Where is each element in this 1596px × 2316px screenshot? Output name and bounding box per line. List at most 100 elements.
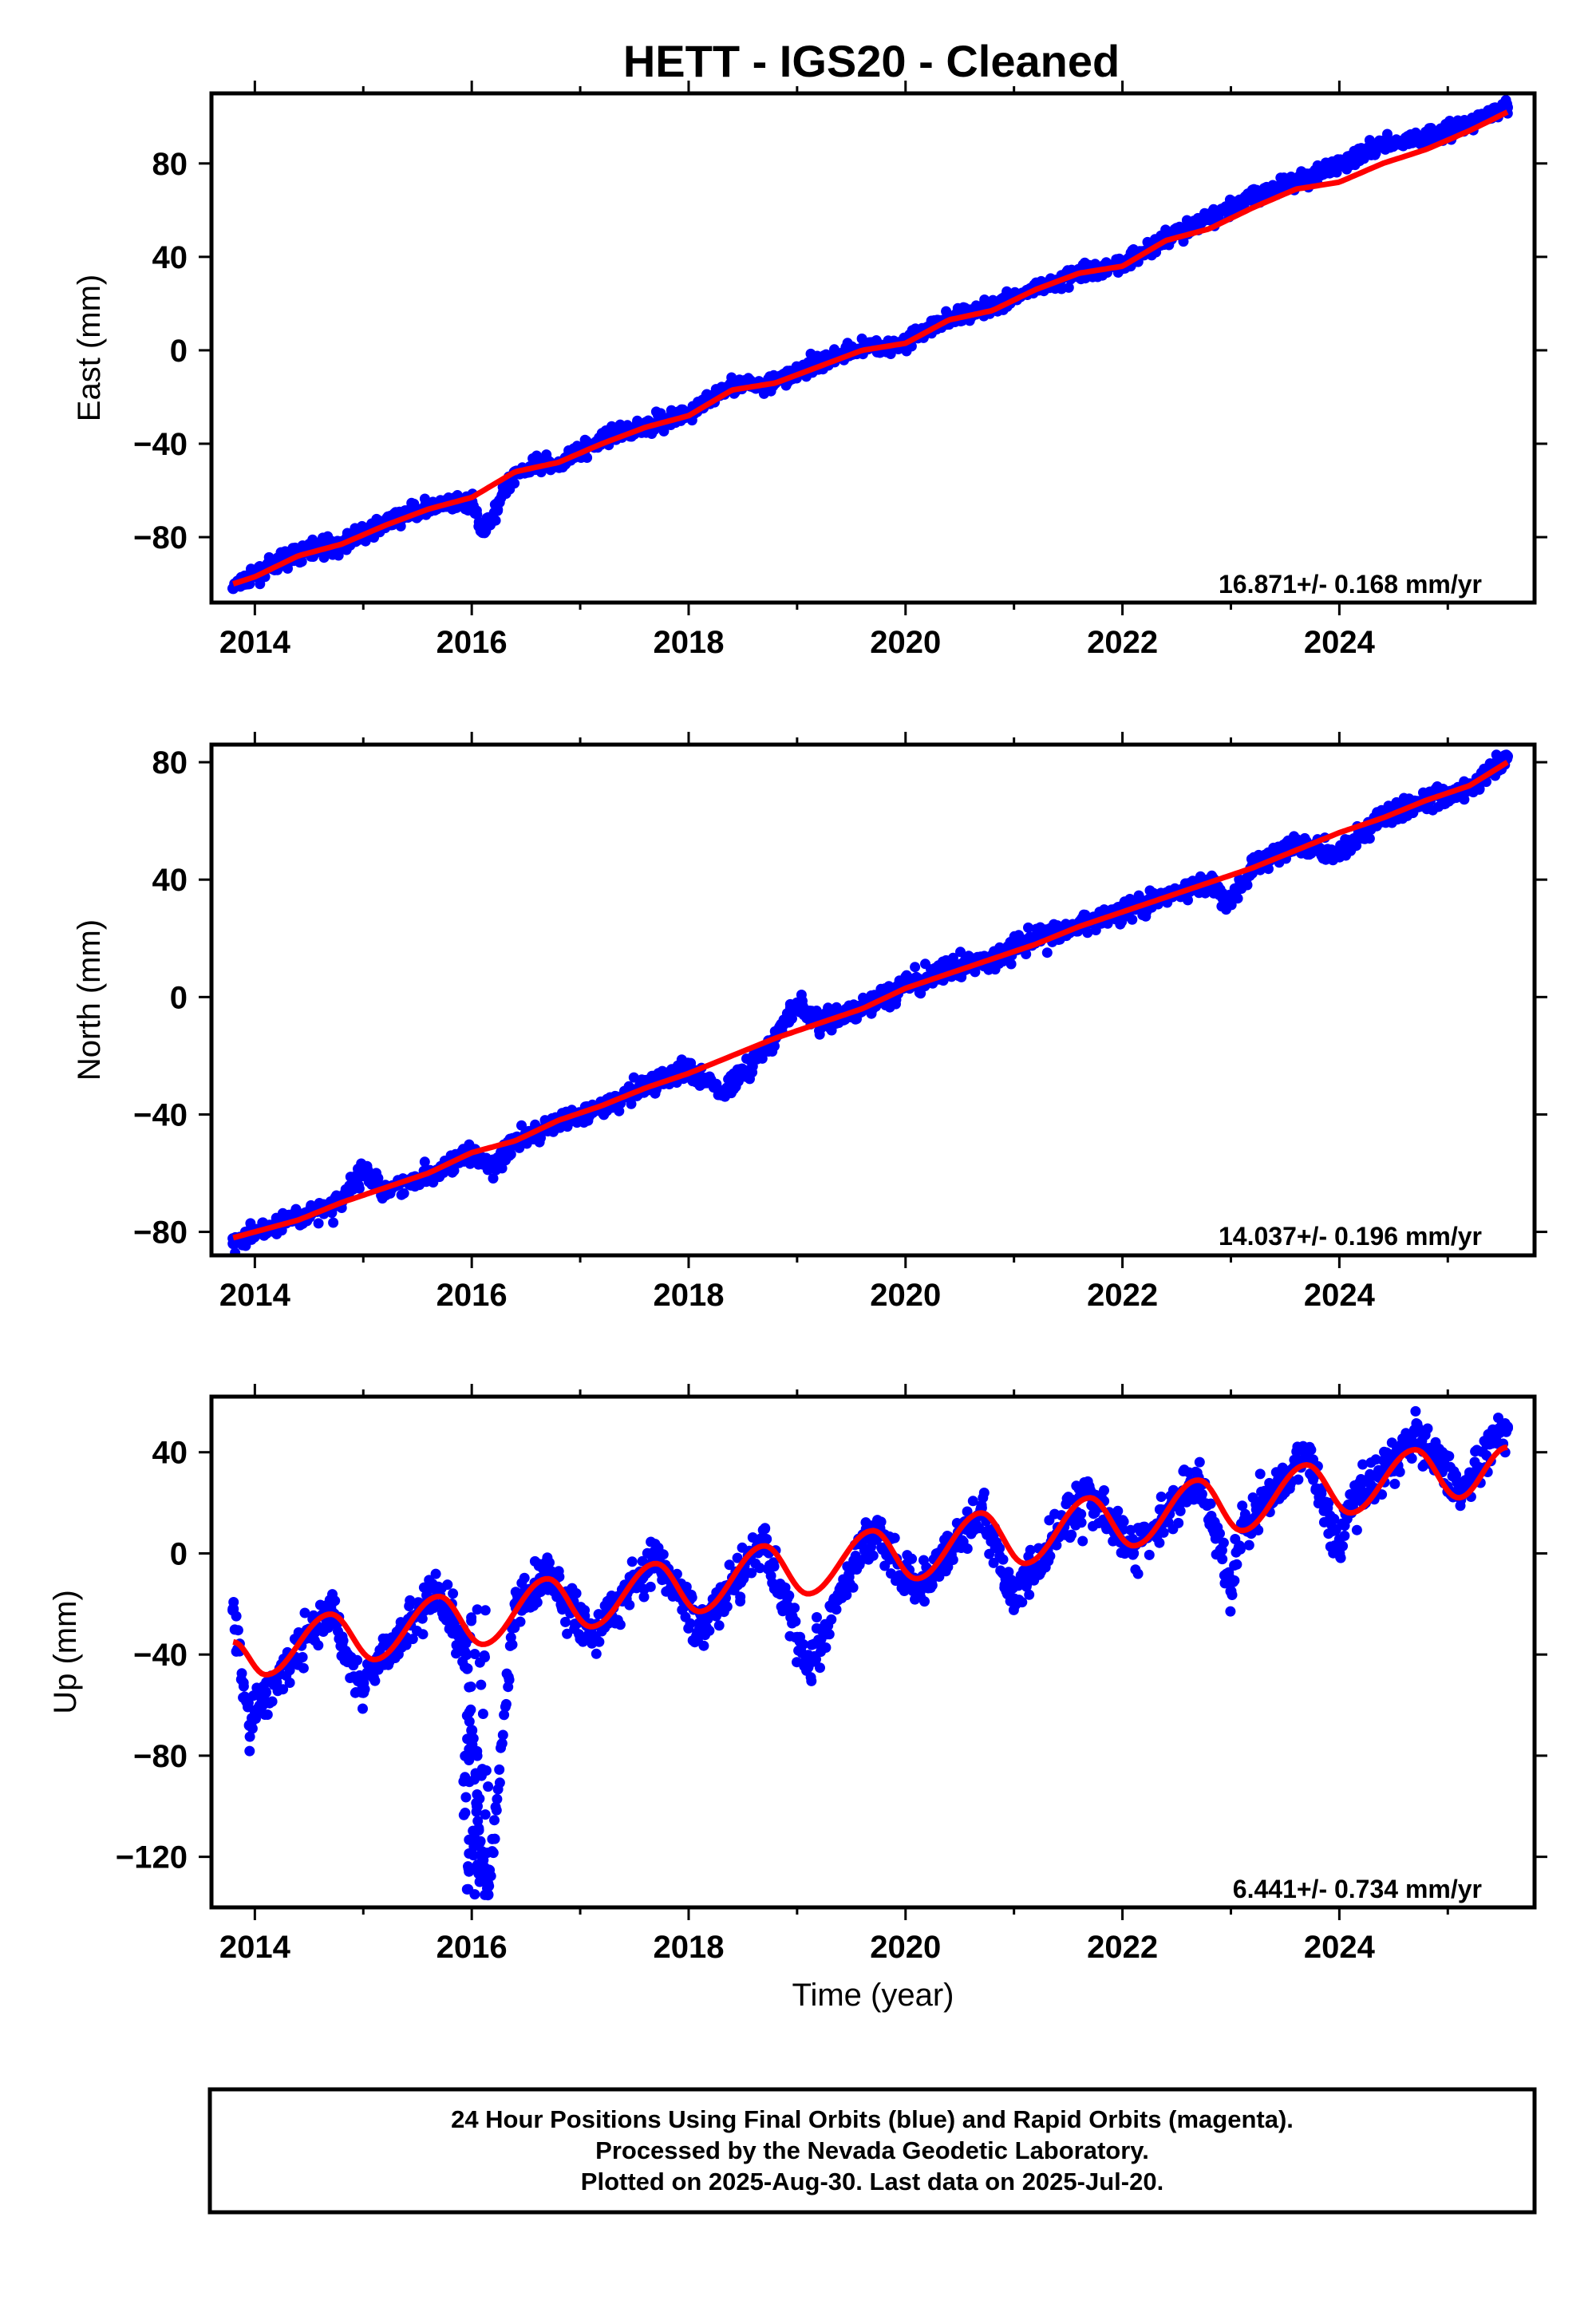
up-observed-point: [1351, 1524, 1362, 1535]
north-observed-point: [910, 962, 921, 973]
up-observed-point: [1128, 1547, 1140, 1559]
up-observed-point: [919, 1596, 930, 1607]
up-observed-point: [815, 1662, 825, 1674]
up-observed-point: [1422, 1423, 1433, 1434]
east-observed-point: [1377, 139, 1389, 151]
up-observed-point: [531, 1597, 543, 1608]
north-rate-label: 14.037+/- 0.196 mm/yr: [1219, 1222, 1482, 1251]
up-observed-point: [489, 1833, 500, 1844]
up-observed-point: [594, 1636, 605, 1647]
north-observed-point: [328, 1217, 339, 1228]
north-observed-point: [448, 1165, 460, 1176]
up-observed-point: [448, 1588, 459, 1599]
north-observed-point: [955, 947, 966, 958]
east-frame: [209, 91, 1537, 605]
north-observed-point: [358, 1161, 369, 1173]
up-observed-point: [464, 1716, 475, 1727]
up-model-line: [232, 1444, 1508, 1678]
up-ytick-label: 0: [170, 1536, 188, 1571]
up-observed-point: [471, 1806, 482, 1817]
up-observed-point: [1132, 1568, 1144, 1579]
up-rate-label: 6.441+/- 0.734 mm/yr: [1233, 1875, 1482, 1903]
up-observed-point: [562, 1628, 573, 1639]
up-observed-point: [962, 1543, 973, 1554]
north-panel: 2014 2016 2018 2020 2022 2024−80−4004080North…: [72, 732, 1547, 1313]
up-observed-point: [1333, 1547, 1345, 1559]
north-observed-point: [1459, 794, 1470, 805]
up-observed-point: [497, 1729, 508, 1741]
up-observed-point: [1243, 1539, 1254, 1551]
up-observed-point: [480, 1809, 491, 1820]
up-observed-point: [1357, 1459, 1369, 1470]
up-observed-point: [238, 1681, 249, 1692]
up-observed-point: [417, 1613, 428, 1624]
up-observed-point: [907, 1553, 918, 1564]
up-ytick-label: 40: [152, 1436, 188, 1471]
up-observed-point: [462, 1663, 473, 1674]
north-observed-point: [1263, 864, 1274, 875]
up-observed-point: [267, 1696, 278, 1707]
up-observed-point: [500, 1698, 512, 1709]
up-observed-point: [1218, 1537, 1229, 1548]
up-observed-point: [476, 1770, 487, 1781]
up-observed-point: [1254, 1468, 1266, 1480]
up-observed-point: [962, 1506, 973, 1517]
north-observed-point: [496, 1163, 508, 1174]
north-xtick-label: 2022: [1087, 1278, 1158, 1313]
north-observed-point: [227, 1238, 239, 1250]
north-observed-point: [505, 1148, 516, 1160]
up-observed-point: [1196, 1488, 1207, 1500]
up-observed-point: [482, 1848, 493, 1859]
up-ylabel: Up (mm): [48, 1590, 83, 1714]
up-observed-point: [867, 1550, 879, 1561]
east-observed-points: [227, 95, 1513, 595]
up-observed-point: [1008, 1593, 1020, 1605]
footer-line-2: Processed by the Nevada Geodetic Laborat…: [595, 2136, 1149, 2164]
up-observed-point: [1217, 1554, 1228, 1565]
up-observed-point: [1235, 1543, 1246, 1555]
up-observed-point: [494, 1777, 505, 1788]
up-observed-point: [704, 1625, 715, 1636]
up-observed-point: [1225, 1586, 1237, 1597]
up-observed-point: [591, 1648, 602, 1659]
up-observed-point: [464, 1755, 475, 1765]
up-observed-point: [1156, 1492, 1167, 1502]
up-observed-point: [491, 1804, 502, 1816]
up-observed-point: [232, 1625, 243, 1636]
up-observed-point: [1253, 1524, 1264, 1535]
up-ytick-label: −40: [133, 1638, 188, 1673]
north-observed-point: [419, 1156, 430, 1168]
up-observed-point: [1410, 1405, 1421, 1417]
north-observed-point: [398, 1188, 409, 1199]
up-observed-point: [313, 1640, 324, 1651]
up-observed-point: [1389, 1478, 1400, 1489]
up-observed-point: [298, 1662, 309, 1674]
east-observed-point: [1382, 128, 1393, 140]
north-xtick-label: 2020: [870, 1278, 941, 1313]
north-ytick-label: 0: [170, 980, 188, 1015]
up-observed-point: [405, 1595, 416, 1606]
up-observed-point: [686, 1592, 697, 1603]
up-observed-point: [713, 1620, 725, 1631]
up-observed-point: [358, 1703, 368, 1714]
up-frame: [209, 1394, 1537, 1910]
up-observed-point: [820, 1642, 832, 1653]
east-observed-point: [333, 550, 344, 561]
up-observed-point: [262, 1709, 273, 1720]
up-observed-point: [474, 1657, 485, 1668]
up-observed-point: [1406, 1453, 1417, 1464]
up-xlabel: Time (year): [792, 1978, 954, 2013]
north-observed-point: [1364, 833, 1375, 844]
up-observed-point: [469, 1889, 480, 1900]
up-observed-point: [466, 1615, 477, 1626]
east-observed-point: [1333, 160, 1345, 172]
up-observed-point: [554, 1571, 565, 1583]
north-observed-point: [791, 997, 803, 1009]
up-observed-point: [472, 1745, 483, 1757]
footer-line-1: 24 Hour Positions Using Final Orbits (bl…: [451, 2105, 1294, 2133]
up-xtick-label: 2022: [1087, 1930, 1158, 1965]
east-xtick-label: 2020: [870, 625, 941, 660]
east-observed-point: [1420, 132, 1432, 144]
up-observed-point: [477, 1709, 488, 1719]
up-observed-point: [626, 1556, 638, 1567]
